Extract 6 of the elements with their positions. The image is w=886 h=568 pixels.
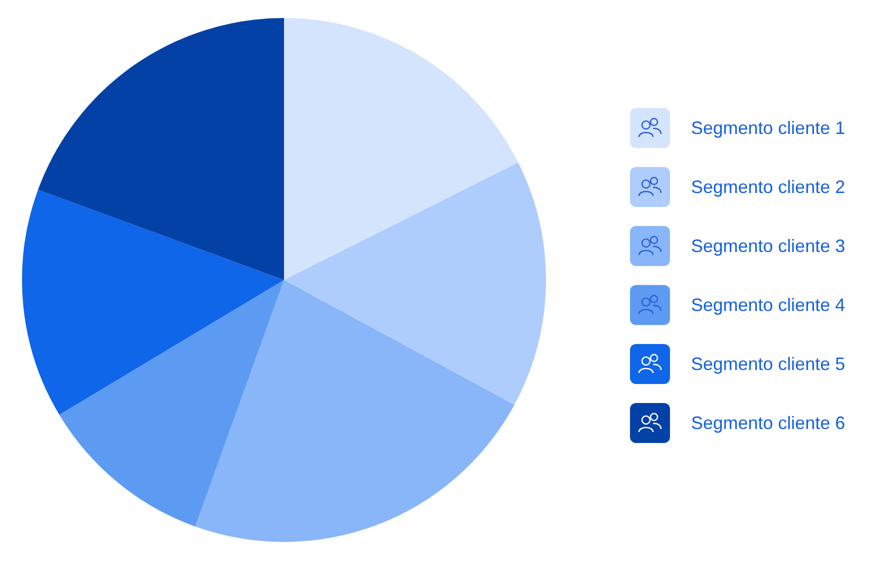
legend-label: Segmento cliente 6 [691, 412, 846, 434]
legend-label: Segmento cliente 4 [691, 294, 846, 316]
legend-label: Segmento cliente 1 [691, 118, 846, 138]
legend-label: Segmento cliente 3 [691, 236, 846, 256]
legend-label: Segmento cliente 2 [691, 176, 846, 198]
legend-label: Segmento cliente 5 [691, 354, 846, 374]
